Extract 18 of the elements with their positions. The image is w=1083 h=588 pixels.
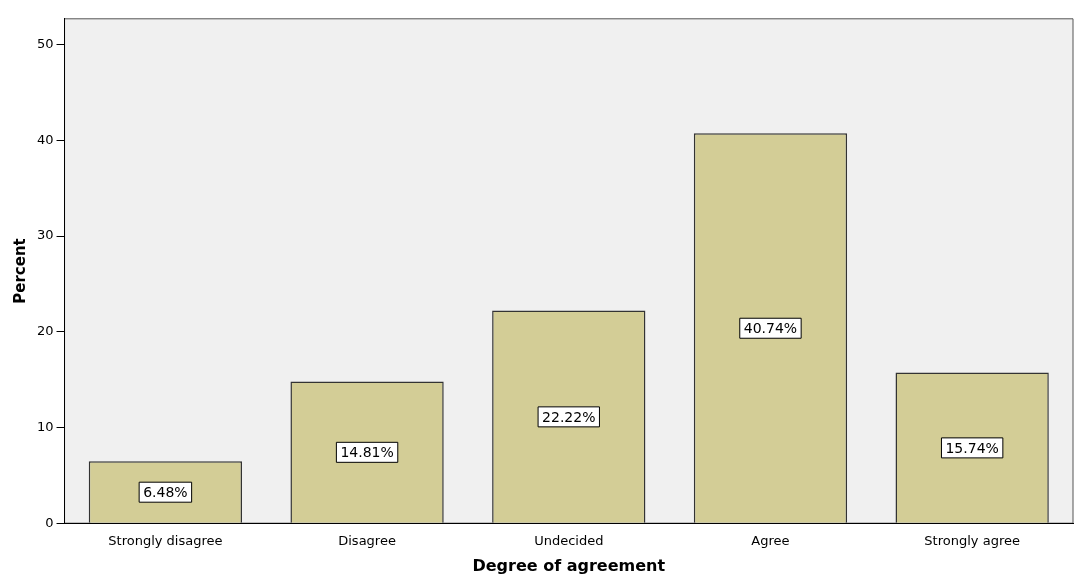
data-label: 6.48% bbox=[143, 483, 188, 500]
x-tick-label: Agree bbox=[751, 533, 790, 549]
data-label: 14.81% bbox=[340, 443, 394, 460]
x-tick-label: Strongly agree bbox=[924, 533, 1020, 549]
data-label: 22.22% bbox=[542, 408, 596, 425]
x-tick-label: Strongly disagree bbox=[108, 533, 223, 549]
y-tick-label: 40 bbox=[37, 131, 54, 147]
data-label: 15.74% bbox=[945, 439, 999, 456]
y-tick-label: 30 bbox=[37, 227, 54, 243]
y-tick-label: 10 bbox=[37, 418, 54, 434]
y-tick-label: 0 bbox=[45, 514, 54, 530]
x-tick-label: Undecided bbox=[534, 533, 604, 549]
x-axis-title: Degree of agreement bbox=[472, 555, 666, 575]
y-tick-label: 20 bbox=[37, 323, 54, 339]
data-label: 40.74% bbox=[743, 319, 798, 336]
x-tick-label: Disagree bbox=[338, 533, 396, 549]
y-axis-title: Percent bbox=[10, 238, 29, 304]
y-tick-label: 50 bbox=[37, 36, 54, 52]
